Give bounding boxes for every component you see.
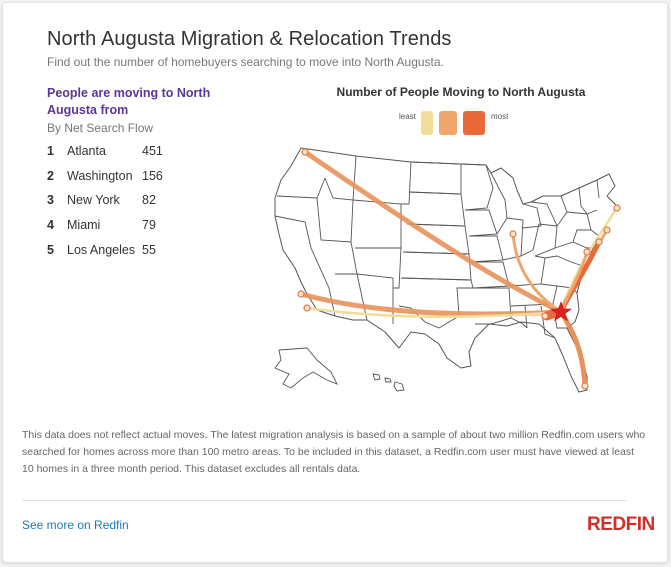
us-states <box>274 147 618 393</box>
flow-value: 55 <box>142 242 156 257</box>
footer-divider <box>22 500 627 501</box>
list-item: 5 Los Angeles 55 <box>47 243 247 268</box>
origins-subheading: By Net Search Flow <box>47 121 154 135</box>
rank-number: 5 <box>47 242 54 257</box>
page-subtitle: Find out the number of homebuyers search… <box>47 55 444 69</box>
origin-dot-seattle <box>301 148 309 156</box>
city-name: Atlanta <box>67 144 106 158</box>
legend-swatch-high <box>463 111 485 135</box>
flow-value: 82 <box>142 193 156 208</box>
legend-swatch-low <box>421 111 433 135</box>
red-star-icon <box>550 301 572 322</box>
list-item: 4 Miami 79 <box>47 218 247 243</box>
origin-dot-charlotte <box>583 248 591 256</box>
origin-dot-atlanta <box>541 312 549 320</box>
origin-dot-philadelphia <box>603 226 611 234</box>
rank-number: 1 <box>47 144 54 158</box>
us-migration-map <box>274 147 621 393</box>
flow-san-diego <box>305 306 563 318</box>
origin-dot-san-diego <box>303 304 311 312</box>
us-outline <box>274 147 618 393</box>
rank-number: 4 <box>47 218 54 233</box>
origin-dot-washington <box>595 238 603 246</box>
list-item: 1 Atlanta 451 <box>47 144 247 169</box>
city-name: Miami <box>67 218 101 233</box>
flow-value: 79 <box>142 218 156 233</box>
legend-most-label: most <box>491 112 509 121</box>
city-name: New York <box>67 193 120 208</box>
flow-seattle <box>302 149 564 315</box>
origin-dot-miami <box>581 382 589 390</box>
migration-flows <box>298 149 619 389</box>
origins-list: 1 Atlanta 451 2 Washington 156 3 New Yor… <box>47 144 247 267</box>
see-more-link[interactable]: See more on Redfin <box>22 518 129 532</box>
flow-value: 451 <box>142 144 163 158</box>
city-name: Los Angeles <box>67 242 136 257</box>
city-name: Washington <box>67 168 133 183</box>
rank-number: 2 <box>47 168 54 183</box>
redfin-logo[interactable]: REDFIN <box>587 514 655 535</box>
rank-number: 3 <box>47 193 54 208</box>
flow-chicago <box>511 232 563 314</box>
alaska-shape <box>274 347 338 389</box>
legend-swatch-mid <box>439 111 457 135</box>
list-item: 3 New York 82 <box>47 193 247 218</box>
legend-least-label: least <box>399 112 416 121</box>
origin-dot-los-angeles <box>297 290 305 298</box>
origins-heading: People are moving to North Augusta from <box>47 86 211 117</box>
data-disclaimer: This data does not reflect actual moves.… <box>22 429 646 475</box>
flow-value: 156 <box>142 168 163 183</box>
origin-dots <box>297 148 621 390</box>
map-title: Number of People Moving to North Augusta <box>336 85 586 99</box>
list-item: 2 Washington 156 <box>47 169 247 194</box>
hawaii-shape <box>372 373 405 392</box>
page-title: North Augusta Migration & Relocation Tre… <box>47 28 452 50</box>
origin-dot-chicago <box>509 230 517 238</box>
origin-dot-new-york <box>613 204 621 212</box>
